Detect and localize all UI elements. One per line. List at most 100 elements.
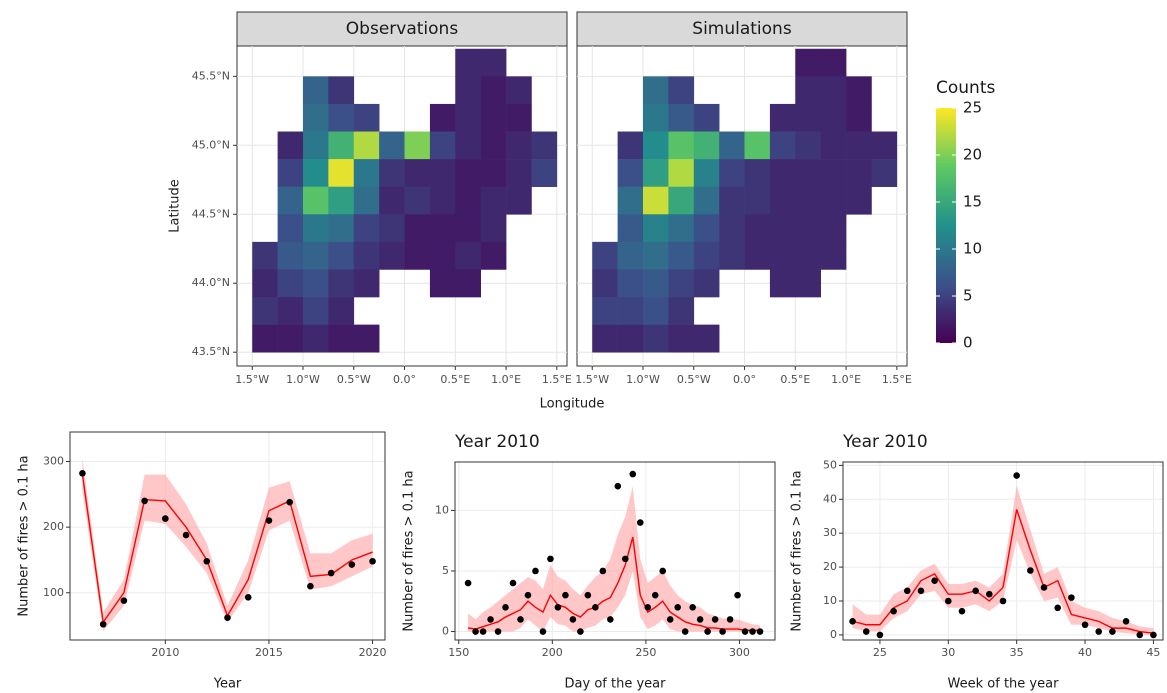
observed-point [876,631,884,639]
cell [795,131,821,160]
cell [769,186,796,215]
observed-point [265,517,273,524]
cell [531,159,558,187]
x-tick-label: 40 [1078,646,1092,659]
cell [668,214,695,243]
cell [379,186,405,215]
cell [719,241,745,270]
cell [769,269,796,298]
cell [303,103,329,132]
x-tick-label: 1.0°E [831,373,861,386]
chart-title: Year 2010 [842,432,928,452]
colorbar-label: 15 [963,193,982,211]
observed-point [464,579,472,587]
observed-point [487,616,494,623]
cell [617,297,644,325]
x-axis-title: Longitude [540,397,605,412]
cell [871,159,898,187]
cell [643,131,669,160]
observed-point [584,591,592,599]
observed-point [903,587,911,595]
cell [820,76,847,105]
observed-point [890,607,897,615]
observed-point [524,591,532,599]
cell [693,241,720,270]
observed-point [719,628,726,635]
observed-point [532,567,539,575]
observed-point [1013,472,1020,479]
cell [353,103,380,132]
x-tick-label: 300 [729,646,750,659]
y-tick-label: 50 [823,458,837,471]
cell [455,76,481,105]
uncertainty-band [82,458,373,631]
cell [795,159,821,187]
cell [379,131,405,160]
cell [693,186,720,215]
cell [719,159,745,187]
cell [455,103,481,132]
observed-point [726,616,734,623]
colorbar [936,108,956,343]
cell [353,159,380,187]
cell [480,103,507,132]
cell [480,159,507,187]
cell [303,241,329,270]
cell [795,241,821,270]
x-tick-label: 1.0°E [491,373,521,386]
cell [506,131,532,160]
observed-point [1122,618,1130,625]
facet-strip [236,11,568,47]
x-tick-label: 0.5°W [337,373,371,386]
cell [277,159,304,187]
y-tick-label: 0 [830,628,837,641]
observed-point [327,569,335,577]
cell [668,269,695,298]
cell [379,241,405,270]
observed-point [651,591,659,599]
observed-point [986,590,993,598]
cell [820,186,847,215]
cell [303,159,329,187]
cell [693,214,720,243]
observed-point [917,587,925,595]
cell [617,186,644,215]
observed-point [79,470,86,477]
y-tick-label: 44.5°N [192,207,230,220]
y-tick-label: 30 [823,526,837,539]
cell [617,214,644,243]
y-tick-label: 200 [43,520,64,533]
observed-point [1027,567,1034,574]
cell [252,324,278,353]
facet-title: Simulations [692,19,792,39]
cell [455,241,481,270]
observed-point [562,591,569,599]
cell [303,76,329,105]
cell [328,324,355,353]
x-tick-label: 30 [941,646,955,659]
cell [617,269,644,298]
cell [455,131,481,160]
cell [328,159,355,187]
cell [769,103,796,132]
observed-point [644,604,652,611]
cell [480,131,507,160]
cell [404,131,431,160]
cell [668,324,695,353]
x-tick-label: 1.0°W [626,373,660,386]
cell [668,186,695,215]
observed-point [614,482,622,490]
cell [480,186,507,215]
cell [303,214,329,243]
observed-point [517,616,524,623]
observed-point [607,616,614,623]
cell [277,214,304,243]
observed-point [629,470,637,478]
simulated-line [467,536,761,632]
observed-point [554,604,562,611]
cell [353,186,380,215]
cell [846,186,872,215]
cell [820,48,847,77]
